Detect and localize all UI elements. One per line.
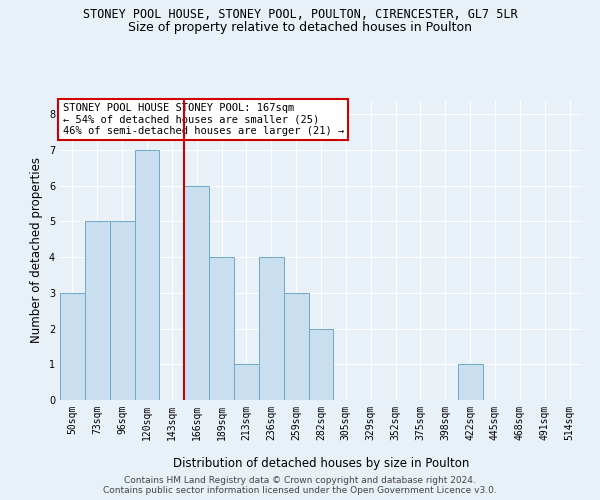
Bar: [85, 222, 110, 400]
Bar: [308, 328, 334, 400]
Text: Distribution of detached houses by size in Poulton: Distribution of detached houses by size …: [173, 458, 469, 470]
Text: STONEY POOL HOUSE, STONEY POOL, POULTON, CIRENCESTER, GL7 5LR: STONEY POOL HOUSE, STONEY POOL, POULTON,…: [83, 8, 517, 20]
Bar: [458, 364, 482, 400]
Bar: [184, 186, 209, 400]
Text: Contains public sector information licensed under the Open Government Licence v3: Contains public sector information licen…: [103, 486, 497, 495]
Text: Size of property relative to detached houses in Poulton: Size of property relative to detached ho…: [128, 21, 472, 34]
Bar: [60, 293, 85, 400]
Y-axis label: Number of detached properties: Number of detached properties: [31, 157, 43, 343]
Bar: [134, 150, 160, 400]
Bar: [234, 364, 259, 400]
Bar: [110, 222, 134, 400]
Text: STONEY POOL HOUSE STONEY POOL: 167sqm
← 54% of detached houses are smaller (25)
: STONEY POOL HOUSE STONEY POOL: 167sqm ← …: [62, 103, 344, 136]
Bar: [259, 257, 284, 400]
Text: Contains HM Land Registry data © Crown copyright and database right 2024.: Contains HM Land Registry data © Crown c…: [124, 476, 476, 485]
Bar: [284, 293, 308, 400]
Bar: [209, 257, 234, 400]
